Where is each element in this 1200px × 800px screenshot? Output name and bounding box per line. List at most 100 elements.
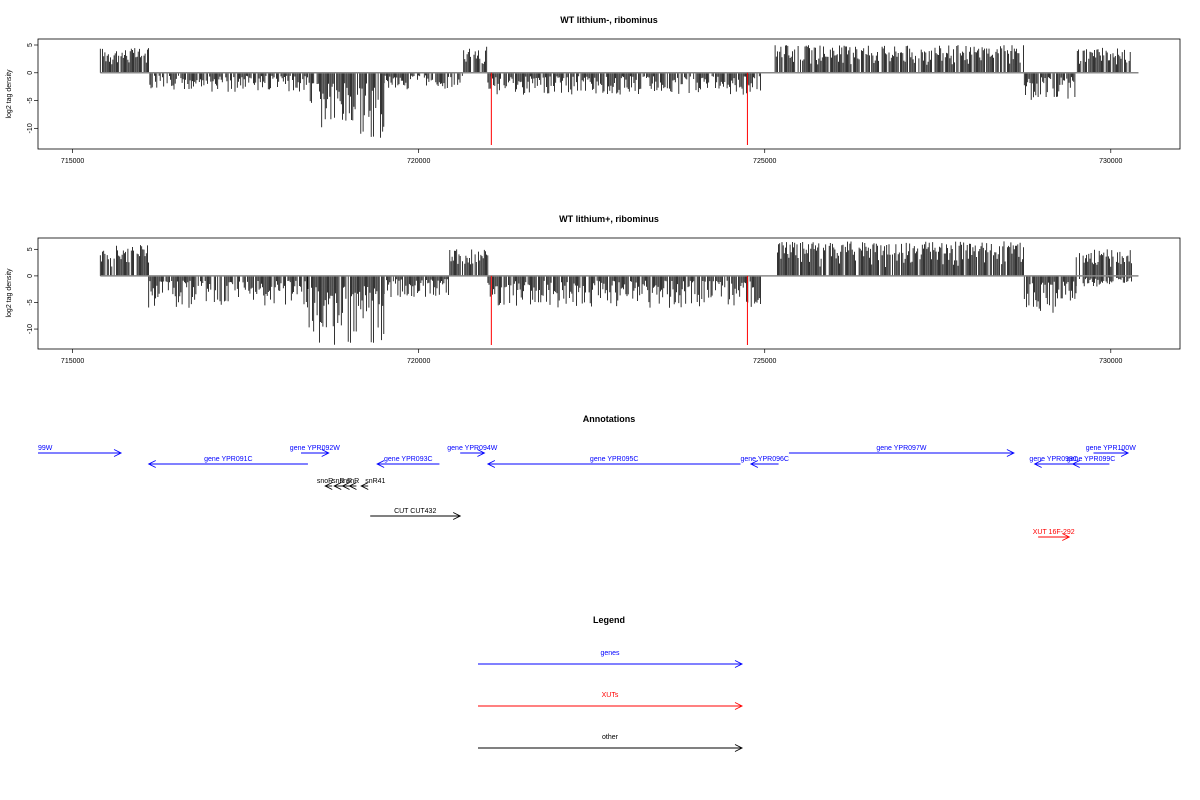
annotation-feature: gene YPR097W xyxy=(788,445,1015,457)
annotation-feature: snR41 xyxy=(360,478,386,490)
coverage-panel-lithium-minus: WT lithium-, ribominus log2 tag density … xyxy=(6,15,1181,165)
y-axis-label: log2 tag density xyxy=(6,268,13,318)
feature-label: gene YPR093C xyxy=(384,456,433,463)
x-tick-label: 720000 xyxy=(407,358,430,365)
annotation-feature: XUT 16F-292 xyxy=(1033,529,1075,541)
feature-label: snR xyxy=(340,478,352,485)
x-tick-label: 715000 xyxy=(61,358,84,365)
bar-segment xyxy=(487,275,761,308)
x-tick-label: 715000 xyxy=(61,158,84,165)
feature-arrow-arrowhead xyxy=(341,482,350,490)
feature-label: snoR xyxy=(317,478,333,485)
annotation-feature: snoR xyxy=(317,478,333,490)
legend-arrow-arrowhead xyxy=(734,744,744,752)
bar-segment xyxy=(487,72,761,95)
y-tick-label: -5 xyxy=(27,97,34,103)
y-tick-label: -10 xyxy=(27,123,34,133)
legend-item: other xyxy=(478,734,744,752)
y-tick-label: -10 xyxy=(27,324,34,334)
boundary-markers xyxy=(490,72,748,145)
y-axis-label: log2 tag density xyxy=(6,69,13,119)
y-tick-label: -5 xyxy=(27,299,34,305)
legend: Legend genes XUTs other xyxy=(478,615,744,752)
bar-segment xyxy=(449,249,489,276)
feature-arrow-arrowhead xyxy=(486,460,496,468)
feature-label: gene YPR092W xyxy=(290,445,340,452)
feature-label: snR xyxy=(347,478,359,485)
feature-arrow-arrowhead xyxy=(360,482,369,490)
bar-segment xyxy=(308,72,385,138)
feature-arrow-arrowhead xyxy=(477,449,486,457)
annotation-feature: gene YPR093C xyxy=(376,456,440,468)
feature-label: gene YPR091C xyxy=(204,456,253,463)
y-tick-label: 5 xyxy=(27,43,34,47)
feature-arrow-arrowhead xyxy=(1033,460,1042,468)
bar-segment xyxy=(1075,249,1132,287)
annotation-feature: snR xyxy=(340,478,352,490)
y-axis: 5 0 -5 -10 xyxy=(27,247,38,334)
boundary-markers xyxy=(490,275,748,345)
plot-frame xyxy=(37,38,1181,150)
feature-label: gene YPR095C xyxy=(590,456,639,463)
y-tick-label: 5 xyxy=(27,247,34,251)
bar-segment xyxy=(1076,47,1131,73)
feature-label: gene YPR099C xyxy=(1067,456,1116,463)
feature-arrow-arrowhead xyxy=(321,449,330,457)
bar-segment xyxy=(1023,275,1077,313)
legend-title: Legend xyxy=(593,615,625,625)
legend-arrow-arrowhead xyxy=(734,702,744,710)
x-tick-label: 730000 xyxy=(1099,158,1122,165)
bar-segment xyxy=(774,45,1024,73)
x-tick-label: 730000 xyxy=(1099,358,1122,365)
feature-arrow-arrowhead xyxy=(376,460,385,468)
annotations-track: Annotations 99W gene YPR091C gene YPR092W g… xyxy=(38,414,1136,541)
annotation-feature: gene YPR092W xyxy=(290,445,340,457)
bar-segment xyxy=(148,275,308,308)
annotation-feature: CUT CUT432 xyxy=(370,508,462,520)
y-tick-label: 0 xyxy=(27,274,34,278)
coverage-panel-lithium-plus: WT lithium+, ribominus log2 tag density … xyxy=(6,214,1181,365)
annotation-feature: gene YPR095C xyxy=(486,456,741,468)
feature-label: gene YPR094W xyxy=(447,445,497,452)
panel-title: WT lithium-, ribominus xyxy=(560,15,658,25)
feature-label: snR xyxy=(332,478,344,485)
annotation-feature: 99W xyxy=(38,445,123,457)
bar-segment xyxy=(1023,72,1076,100)
feature-label: gene YPR097W xyxy=(876,445,926,452)
bar-segment xyxy=(99,245,149,276)
x-tick-label: 725000 xyxy=(753,158,776,165)
bar-segment xyxy=(463,46,488,73)
feature-label: gene YPR100W xyxy=(1086,445,1136,452)
annotation-feature: gene YPR094W xyxy=(447,445,498,457)
annotation-feature: gene YPR096C xyxy=(740,456,789,468)
feature-arrow-arrowhead xyxy=(1062,533,1071,541)
x-axis: 715000 720000 725000 730000 xyxy=(61,149,1123,165)
feature-label: gene YPR096C xyxy=(740,456,789,463)
annotation-feature: gene YPR100W xyxy=(1086,445,1136,457)
coverage-bars xyxy=(99,241,1132,345)
feature-arrow-arrowhead xyxy=(1120,449,1130,457)
feature-label: CUT CUT432 xyxy=(394,508,436,515)
legend-label: XUTs xyxy=(602,692,619,699)
bar-segment xyxy=(383,275,449,297)
feature-arrow-arrowhead xyxy=(333,482,342,490)
bar-segment xyxy=(307,275,385,345)
y-axis: 5 0 -5 -10 xyxy=(27,43,38,133)
bar-segment xyxy=(149,72,308,92)
bar-segment xyxy=(383,72,463,90)
legend-label: other xyxy=(602,734,619,741)
feature-arrow-arrowhead xyxy=(324,482,333,490)
x-tick-label: 720000 xyxy=(407,158,430,165)
legend-label: genes xyxy=(600,650,620,657)
annotation-feature: snR xyxy=(332,478,345,490)
feature-arrow-arrowhead xyxy=(1071,460,1080,468)
panel-title: WT lithium+, ribominus xyxy=(559,214,659,224)
bar-segment xyxy=(99,48,149,73)
y-tick-label: 0 xyxy=(27,71,34,75)
feature-arrow-arrowhead xyxy=(452,512,462,520)
plot-frame xyxy=(37,237,1181,350)
feature-label: 99W xyxy=(38,445,53,452)
annotation-feature: gene YPR091C xyxy=(147,456,308,468)
feature-arrow-arrowhead xyxy=(147,460,156,468)
